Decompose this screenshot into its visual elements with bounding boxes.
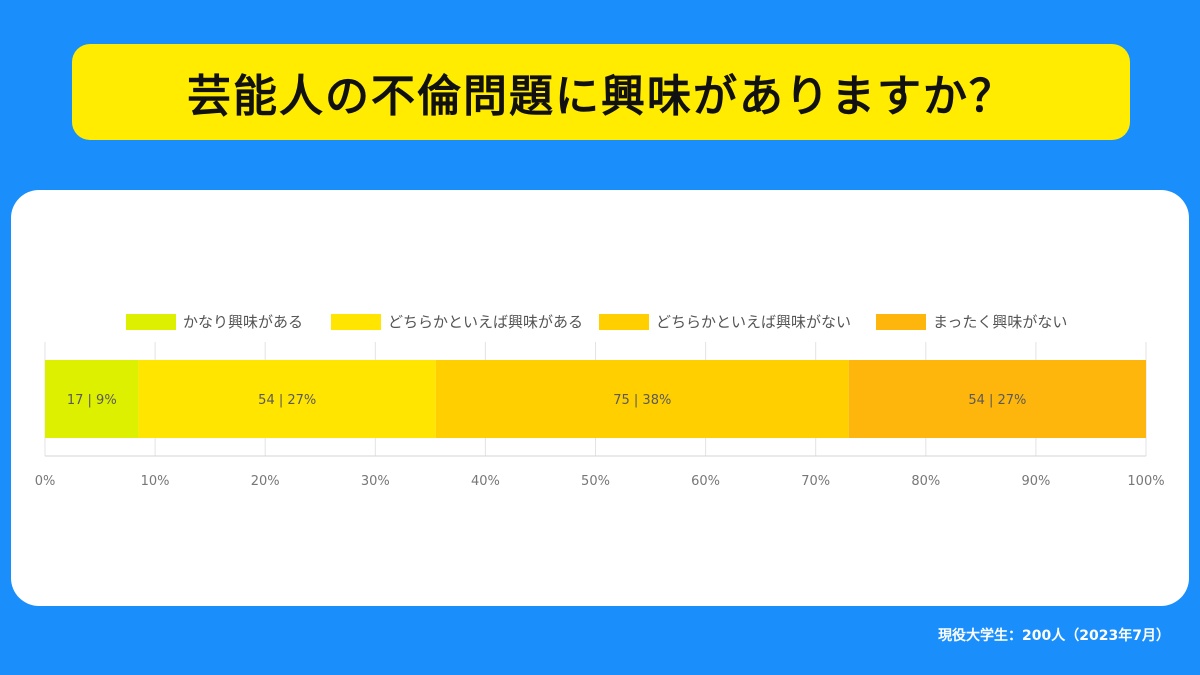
tick-label-1: 10%	[141, 474, 170, 489]
bar-segment-1	[138, 360, 436, 438]
segment-labels: 17 | 9% 54 | 27% 75 | 38% 54 | 27%	[67, 393, 1027, 408]
legend-label-0: かなり興味がある	[183, 313, 303, 331]
legend-label-1: どちらかといえば興味がある	[388, 313, 583, 331]
tick-label-6: 60%	[691, 474, 720, 489]
legend-label-3: まったく興味がない	[933, 313, 1067, 331]
tick-label-10: 100%	[1127, 474, 1164, 489]
bar-segments	[45, 360, 1146, 438]
bar-segment-3	[848, 360, 1146, 438]
stacked-bar-chart: 17 | 9% 54 | 27% 75 | 38% 54 | 27% かなり興味がある…	[35, 313, 1165, 489]
segment-label-2: 75 | 38%	[613, 393, 671, 408]
tick-label-4: 40%	[471, 474, 500, 489]
legend-label-2: どちらかといえば興味がない	[656, 313, 851, 331]
segment-label-0: 17 | 9%	[67, 393, 117, 408]
tick-label-8: 80%	[911, 474, 940, 489]
tick-label-5: 50%	[581, 474, 610, 489]
tick-label-2: 20%	[251, 474, 280, 489]
legend-swatch-0	[126, 314, 176, 330]
legend-swatch-3	[876, 314, 926, 330]
segment-label-3: 54 | 27%	[968, 393, 1026, 408]
survey-footnote: 現役大学生：200人（2023年7月）	[938, 628, 1170, 644]
title-banner: 芸能人の不倫問題に興味がありますか？	[72, 44, 1130, 140]
chart-card: 17 | 9% 54 | 27% 75 | 38% 54 | 27% かなり興味がある…	[11, 190, 1189, 606]
tick-label-3: 30%	[361, 474, 390, 489]
legend-swatch-2	[599, 314, 649, 330]
chart-title: 芸能人の不倫問題に興味がありますか？	[187, 71, 1015, 122]
tick-label-9: 90%	[1021, 474, 1050, 489]
x-axis-ticks: 0% 10% 20% 30% 40% 50% 60% 70% 80% 90% 100%	[35, 474, 1165, 489]
tick-label-0: 0%	[35, 474, 56, 489]
segment-label-1: 54 | 27%	[258, 393, 316, 408]
tick-label-7: 70%	[801, 474, 830, 489]
bar-segment-0	[45, 360, 139, 438]
legend: かなり興味がある どちらかといえば興味がある どちらかといえば興味がない まったく興味…	[126, 313, 1067, 331]
bar-segment-2	[435, 360, 849, 438]
legend-swatch-1	[331, 314, 381, 330]
